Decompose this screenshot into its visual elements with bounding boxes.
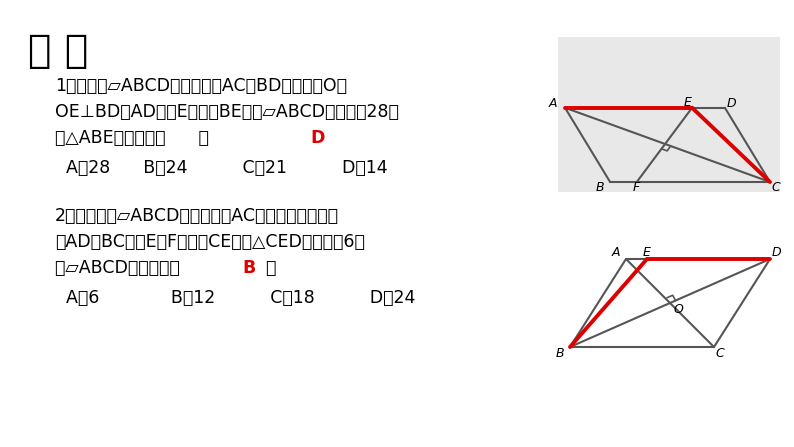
Text: E: E: [684, 96, 692, 109]
Text: 1．如图，▱ABCD中，对角线AC、BD相交于点O，: 1．如图，▱ABCD中，对角线AC、BD相交于点O，: [55, 77, 347, 95]
Text: 则▱ABCD的周长为（: 则▱ABCD的周长为（: [55, 259, 191, 277]
Text: A．6             B．12          C．18          D．24: A．6 B．12 C．18 D．24: [55, 289, 415, 307]
Text: D: D: [771, 246, 781, 259]
Text: D: D: [310, 129, 325, 147]
Text: E: E: [643, 246, 651, 259]
Text: D: D: [727, 97, 736, 110]
Text: O: O: [673, 303, 683, 316]
Text: ）: ）: [255, 259, 276, 277]
Text: A．28      B．24          C．21          D．14: A．28 B．24 C．21 D．14: [55, 159, 387, 177]
Text: F: F: [633, 181, 641, 194]
Text: B: B: [596, 181, 604, 194]
Text: 2．如图，在▱ABCD中，对角线AC的垂直平分线分别: 2．如图，在▱ABCD中，对角线AC的垂直平分线分别: [55, 207, 339, 225]
Text: 交AD、BC于点E、F，连接CE，若△CED的周长为6，: 交AD、BC于点E、F，连接CE，若△CED的周长为6，: [55, 233, 365, 251]
Text: OE⊥BD交AD于点E，连接BE，若▱ABCD的周长为28，: OE⊥BD交AD于点E，连接BE，若▱ABCD的周长为28，: [55, 103, 399, 121]
Text: B: B: [242, 259, 255, 277]
Text: 则△ABE的周长为（      ）: 则△ABE的周长为（ ）: [55, 129, 209, 147]
Text: B: B: [556, 347, 565, 360]
Text: A: A: [611, 246, 620, 259]
Text: A: A: [549, 97, 557, 110]
Text: C: C: [715, 347, 724, 360]
Text: 作 业: 作 业: [28, 32, 88, 70]
FancyBboxPatch shape: [558, 37, 780, 192]
Text: C: C: [772, 181, 781, 194]
